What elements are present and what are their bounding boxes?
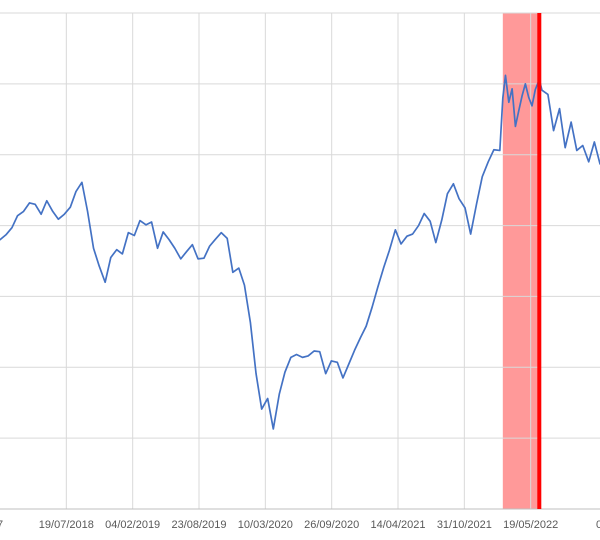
series-group — [0, 74, 600, 430]
edge-tick-label-left: 7 — [0, 519, 3, 531]
x-tick-label: 14/04/2021 — [370, 519, 425, 531]
vertical-gridlines — [65, 13, 532, 509]
x-tick-label: 04/02/2019 — [105, 519, 160, 531]
highlight-band — [502, 13, 540, 509]
edge-tick-label-right: 0 — [596, 519, 600, 531]
x-tick-label: 23/08/2019 — [171, 519, 226, 531]
series-line-0 — [0, 74, 600, 430]
x-tick-label: 31/10/2021 — [437, 519, 492, 531]
x-tick-labels: 19/07/2018 04/02/2019 23/08/2019 10/03/2020… — [39, 519, 558, 531]
x-tick-label: 26/09/2020 — [304, 519, 359, 531]
x-tick-label: 10/03/2020 — [238, 519, 293, 531]
highlight-band-group — [502, 13, 540, 509]
horizontal-gridlines — [0, 12, 600, 439]
x-tick-label: 19/07/2018 — [39, 519, 94, 531]
x-tick-label: 19/05/2022 — [503, 519, 558, 531]
